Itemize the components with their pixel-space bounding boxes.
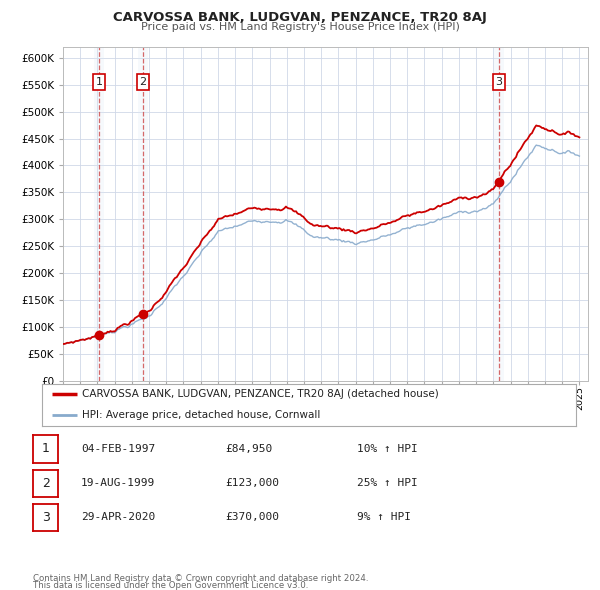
Text: Contains HM Land Registry data © Crown copyright and database right 2024.: Contains HM Land Registry data © Crown c… [33, 573, 368, 583]
Text: 9% ↑ HPI: 9% ↑ HPI [357, 513, 411, 522]
Text: CARVOSSA BANK, LUDGVAN, PENZANCE, TR20 8AJ: CARVOSSA BANK, LUDGVAN, PENZANCE, TR20 8… [113, 11, 487, 24]
Text: £370,000: £370,000 [225, 513, 279, 522]
Text: 1: 1 [41, 442, 50, 455]
Bar [138, 47, 148, 381]
Text: 19-AUG-1999: 19-AUG-1999 [81, 478, 155, 488]
Text: 3: 3 [496, 77, 503, 87]
Text: This data is licensed under the Open Government Licence v3.0.: This data is licensed under the Open Gov… [33, 581, 308, 590]
Text: Price paid vs. HM Land Registry's House Price Index (HPI): Price paid vs. HM Land Registry's House … [140, 22, 460, 32]
Text: 3: 3 [41, 511, 50, 524]
Text: 29-APR-2020: 29-APR-2020 [81, 513, 155, 522]
Bar [494, 47, 504, 381]
Text: 25% ↑ HPI: 25% ↑ HPI [357, 478, 418, 488]
Text: 2: 2 [139, 77, 146, 87]
Bar [94, 47, 104, 381]
Text: HPI: Average price, detached house, Cornwall: HPI: Average price, detached house, Corn… [82, 411, 320, 420]
Text: 04-FEB-1997: 04-FEB-1997 [81, 444, 155, 454]
Text: 1: 1 [95, 77, 103, 87]
Text: 2: 2 [41, 477, 50, 490]
Text: 10% ↑ HPI: 10% ↑ HPI [357, 444, 418, 454]
Text: CARVOSSA BANK, LUDGVAN, PENZANCE, TR20 8AJ (detached house): CARVOSSA BANK, LUDGVAN, PENZANCE, TR20 8… [82, 389, 439, 399]
Text: £123,000: £123,000 [225, 478, 279, 488]
Text: £84,950: £84,950 [225, 444, 272, 454]
